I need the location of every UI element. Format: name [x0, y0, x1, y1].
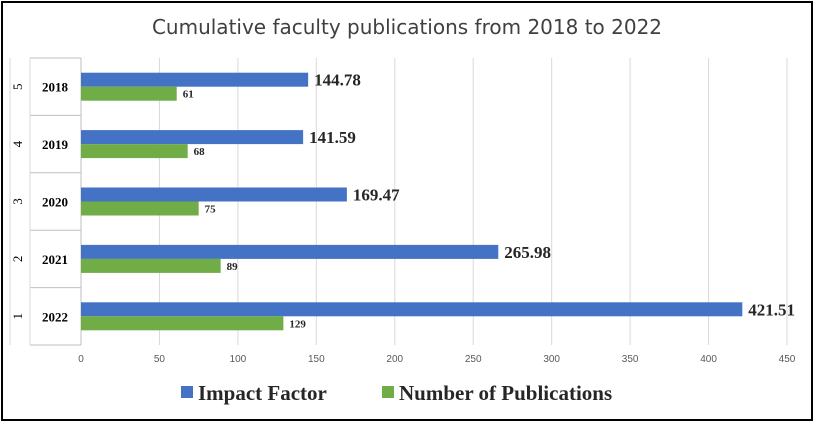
bar-impact-factor: [81, 72, 309, 87]
x-tick-label: 150: [308, 354, 325, 365]
data-label: 89: [227, 261, 239, 273]
category-index-label: 4: [10, 140, 25, 147]
data-label: 68: [194, 146, 206, 158]
bar-impact-factor: [81, 244, 499, 259]
x-tick-label: 400: [700, 354, 717, 365]
legend-label: Impact Factor: [198, 381, 327, 405]
x-tick-label: 50: [154, 354, 166, 365]
bar-impact-factor: [81, 187, 347, 202]
x-tick-label: 350: [622, 354, 639, 365]
legend: Impact Factor Number of Publications: [181, 381, 612, 405]
category-index-label: 3: [10, 198, 25, 205]
bar-publications: [81, 86, 177, 101]
x-tick-label: 100: [230, 354, 247, 365]
category-index-label: 2: [10, 256, 25, 263]
data-label: 129: [289, 318, 306, 330]
bar-publications: [81, 201, 199, 216]
data-label: 265.98: [504, 243, 551, 262]
x-tick-label: 0: [78, 354, 84, 365]
bar-impact-factor: [81, 302, 743, 317]
legend-label: Number of Publications: [399, 381, 612, 405]
data-label: 169.47: [353, 186, 400, 205]
bars: 144.78 61 141.59 68 169.47 75 265.98 89 421.51 12…: [81, 71, 795, 331]
category-index-label: 5: [10, 83, 25, 90]
x-axis-ticks: 0 50 100 150 200 250 300 350 400 450: [78, 354, 796, 365]
category-label: 2019: [42, 137, 69, 152]
chart-title: Cumulative faculty publications from 201…: [152, 15, 662, 39]
x-tick-label: 450: [779, 354, 796, 365]
legend-swatch: [181, 386, 193, 398]
bar-publications: [81, 258, 221, 273]
x-tick-label: 300: [543, 354, 560, 365]
category-label: 2021: [42, 252, 68, 267]
category-label: 2022: [42, 309, 68, 324]
bar-publications: [81, 316, 284, 331]
category-index-label: 1: [10, 313, 25, 320]
data-label: 141.59: [309, 128, 356, 147]
data-label: 144.78: [314, 71, 361, 90]
category-label: 2020: [42, 195, 68, 210]
bar-impact-factor: [81, 130, 304, 145]
x-tick-label: 250: [465, 354, 482, 365]
bar-publications: [81, 144, 188, 159]
data-label: 421.51: [748, 300, 795, 319]
legend-swatch: [382, 386, 394, 398]
data-label: 61: [183, 89, 194, 101]
category-label: 2018: [42, 80, 69, 95]
category-axis: 2018 5 2019 4 2020 3 2021 2 2022 1: [9, 57, 82, 346]
x-tick-label: 200: [386, 354, 403, 365]
data-label: 75: [205, 204, 217, 216]
